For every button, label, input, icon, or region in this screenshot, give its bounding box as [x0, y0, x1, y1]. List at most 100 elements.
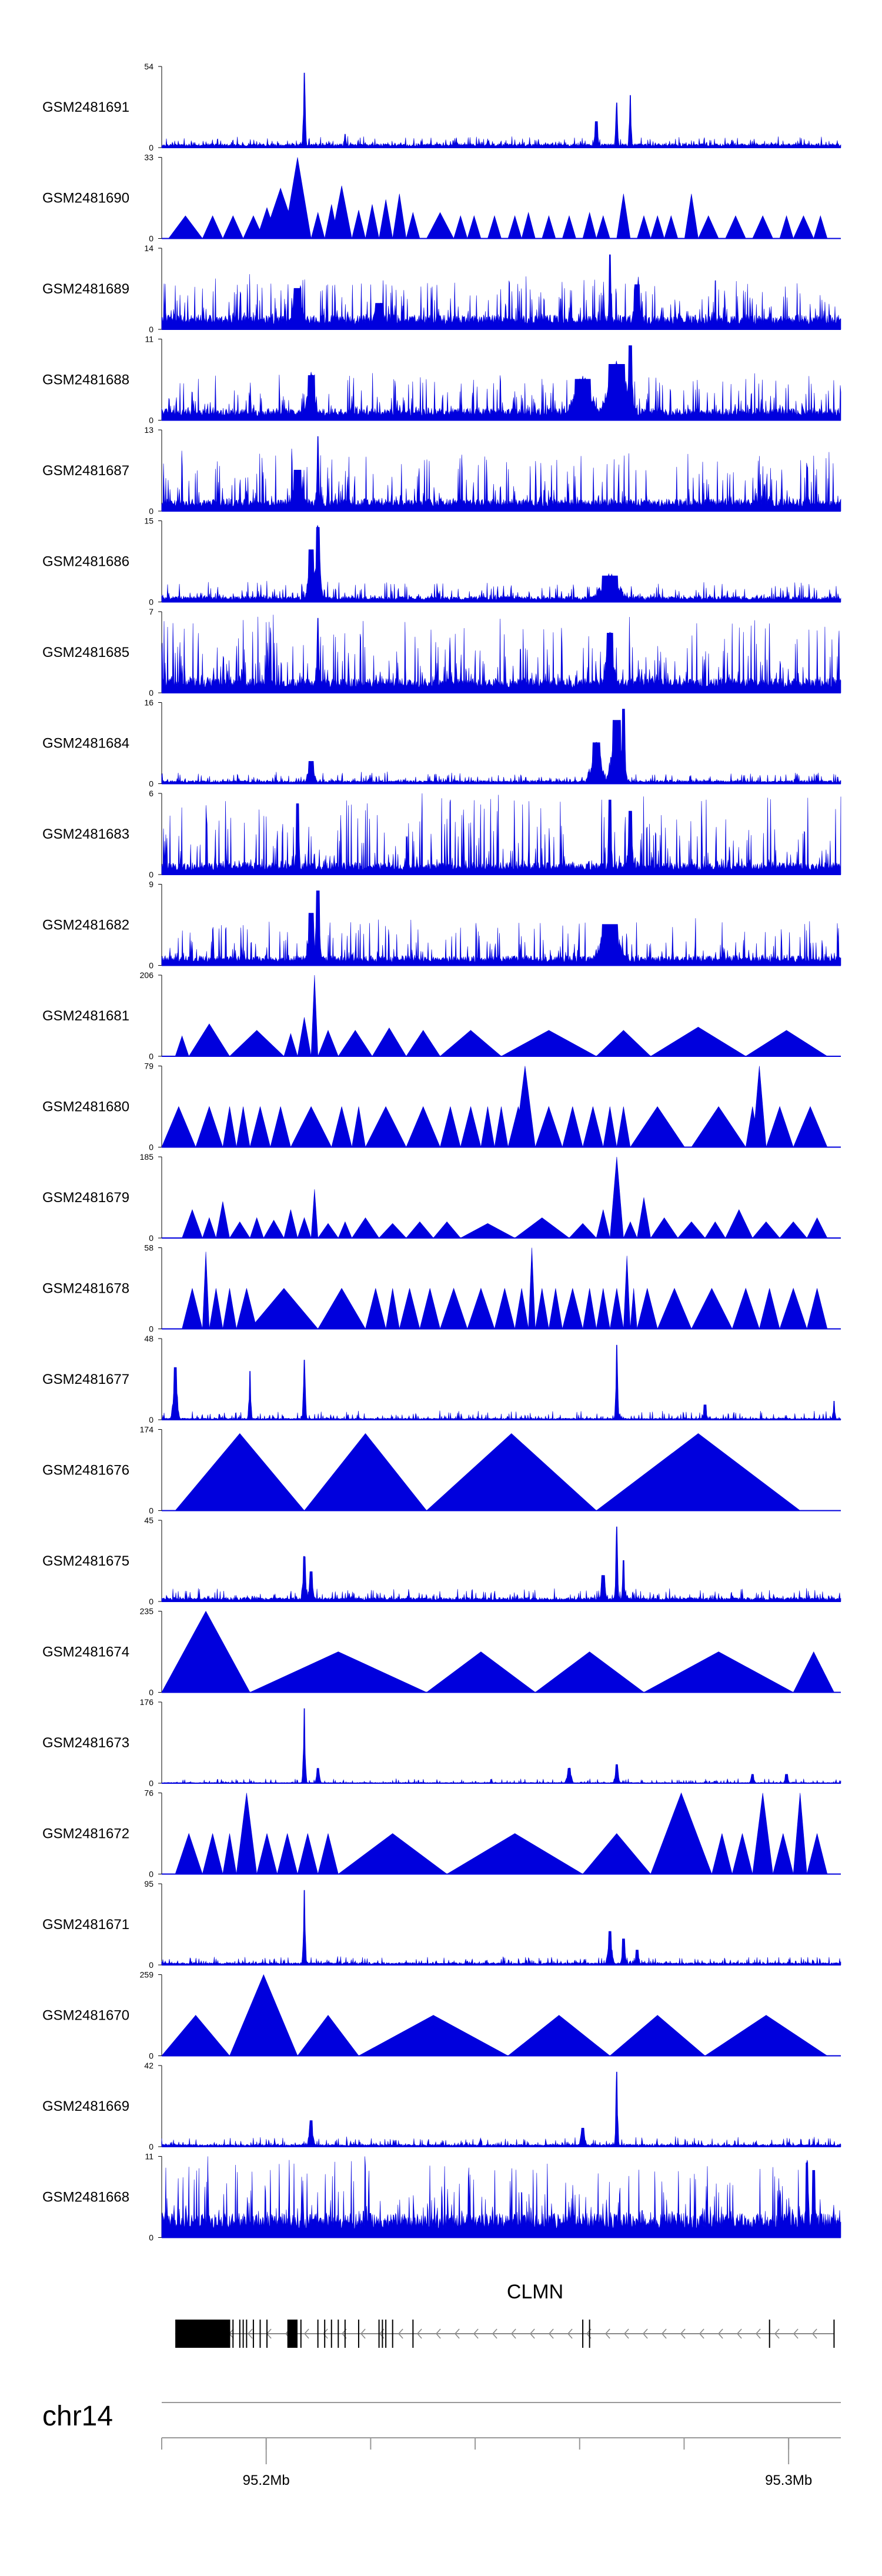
y-zero-label: 0 [149, 1052, 153, 1061]
y-zero-label: 0 [149, 143, 153, 152]
strand-arrow [360, 2328, 366, 2339]
track-label: GSM2481675 [42, 1553, 129, 1569]
y-zero-label: 0 [149, 2051, 153, 2061]
y-max-label: 14 [144, 243, 153, 253]
track-label: GSM2481685 [42, 645, 129, 660]
coverage-area [161, 525, 841, 602]
coverage-area [161, 1890, 841, 1966]
coverage-area [161, 345, 841, 421]
strand-arrow [455, 2328, 460, 2339]
coverage-area [182, 1156, 828, 1239]
y-max-label: 95 [144, 1879, 153, 1888]
y-zero-label: 0 [149, 2142, 153, 2151]
track-label: GSM2481691 [42, 99, 129, 115]
y-max-label: 76 [144, 1788, 153, 1798]
track-GSM2481678: GSM2481678 58 0 [42, 1243, 841, 1334]
gene-track: CLMN [175, 2281, 835, 2348]
gene-name: CLMN [507, 2281, 563, 2303]
y-max-label: 45 [144, 1516, 153, 1525]
track-label: GSM2481671 [42, 1917, 129, 1933]
y-max-label: 6 [149, 789, 153, 798]
coverage-area [175, 1433, 801, 1511]
gene-exon-block [287, 2320, 298, 2348]
track-GSM2481686: GSM2481686 15 0 [42, 516, 841, 607]
y-zero-label: 0 [149, 598, 153, 607]
track-GSM2481688: GSM2481688 11 0 [42, 335, 841, 425]
track-label: GSM2481686 [42, 554, 129, 570]
coverage-area [161, 1610, 834, 1693]
track-GSM2481674: GSM2481674 235 0 [42, 1607, 841, 1697]
track-label: GSM2481674 [42, 1644, 129, 1660]
strand-arrow [793, 2328, 799, 2339]
y-zero-label: 0 [149, 325, 153, 334]
track-label: GSM2481680 [42, 1099, 129, 1115]
y-max-label: 9 [149, 880, 153, 889]
track-GSM2481673: GSM2481673 176 0 [42, 1697, 841, 1788]
track-label: GSM2481670 [42, 2008, 129, 2024]
strand-arrow [248, 2328, 253, 2339]
y-max-label: 235 [140, 1607, 154, 1616]
y-max-label: 33 [144, 153, 153, 162]
coverage-area [161, 2071, 841, 2147]
strand-arrow [718, 2328, 723, 2339]
y-zero-label: 0 [149, 779, 153, 789]
genome-axis: chr14 95.2Mb 95.3Mb [42, 2401, 841, 2488]
strand-arrow [662, 2328, 667, 2339]
strand-arrow [567, 2328, 573, 2339]
y-max-label: 16 [144, 698, 153, 708]
track-label: GSM2481673 [42, 1735, 129, 1751]
axis-label: 95.3Mb [765, 2472, 812, 2488]
y-zero-label: 0 [149, 1597, 153, 1606]
track-label: GSM2481683 [42, 826, 129, 842]
strand-arrow [417, 2328, 422, 2339]
strand-arrow [323, 2328, 328, 2339]
chromosome-label: chr14 [42, 2401, 113, 2432]
coverage-area [161, 615, 841, 693]
strand-arrow [530, 2328, 535, 2339]
track-label: GSM2481682 [42, 917, 129, 933]
track-GSM2481668: GSM2481668 11 0 [42, 2152, 841, 2243]
y-max-label: 58 [144, 1243, 153, 1253]
coverage-area [161, 890, 841, 966]
y-zero-label: 0 [149, 1870, 153, 1879]
strand-arrow [511, 2328, 516, 2339]
y-max-label: 13 [144, 425, 153, 435]
y-zero-label: 0 [149, 416, 153, 425]
y-zero-label: 0 [149, 1506, 153, 1516]
y-max-label: 176 [140, 1697, 154, 1707]
y-zero-label: 0 [149, 1415, 153, 1424]
strand-arrow [643, 2328, 648, 2339]
track-GSM2481676: GSM2481676 174 0 [42, 1425, 841, 1516]
track-GSM2481684: GSM2481684 16 0 [42, 698, 841, 789]
track-GSM2481669: GSM2481669 42 0 [42, 2061, 841, 2151]
track-label: GSM2481689 [42, 281, 129, 297]
y-max-label: 185 [140, 1152, 154, 1162]
y-zero-label: 0 [149, 1324, 153, 1334]
coverage-area [161, 1344, 841, 1420]
y-zero-label: 0 [149, 961, 153, 970]
track-label: GSM2481668 [42, 2190, 129, 2205]
y-zero-label: 0 [149, 506, 153, 516]
y-max-label: 259 [140, 1970, 154, 1980]
coverage-area [182, 1247, 828, 1329]
track-GSM2481689: GSM2481689 14 0 [42, 243, 841, 334]
track-GSM2481680: GSM2481680 79 0 [42, 1062, 841, 1152]
y-zero-label: 0 [149, 1233, 153, 1243]
coverage-area [168, 157, 828, 239]
y-max-label: 79 [144, 1062, 153, 1071]
track-GSM2481691: GSM2481691 54 0 [42, 62, 841, 152]
track-GSM2481670: GSM2481670 259 0 [42, 1970, 841, 2061]
strand-arrow [304, 2328, 309, 2339]
y-zero-label: 0 [149, 2233, 153, 2243]
coverage-area [161, 436, 841, 512]
y-max-label: 15 [144, 516, 153, 526]
y-zero-label: 0 [149, 688, 153, 698]
track-GSM2481672: GSM2481672 76 0 [42, 1788, 841, 1879]
y-zero-label: 0 [149, 870, 153, 879]
track-GSM2481677: GSM2481677 48 0 [42, 1334, 841, 1424]
strand-arrow [756, 2328, 761, 2339]
track-label: GSM2481669 [42, 2098, 129, 2114]
coverage-area [161, 1708, 841, 1784]
strand-arrow [436, 2328, 441, 2339]
